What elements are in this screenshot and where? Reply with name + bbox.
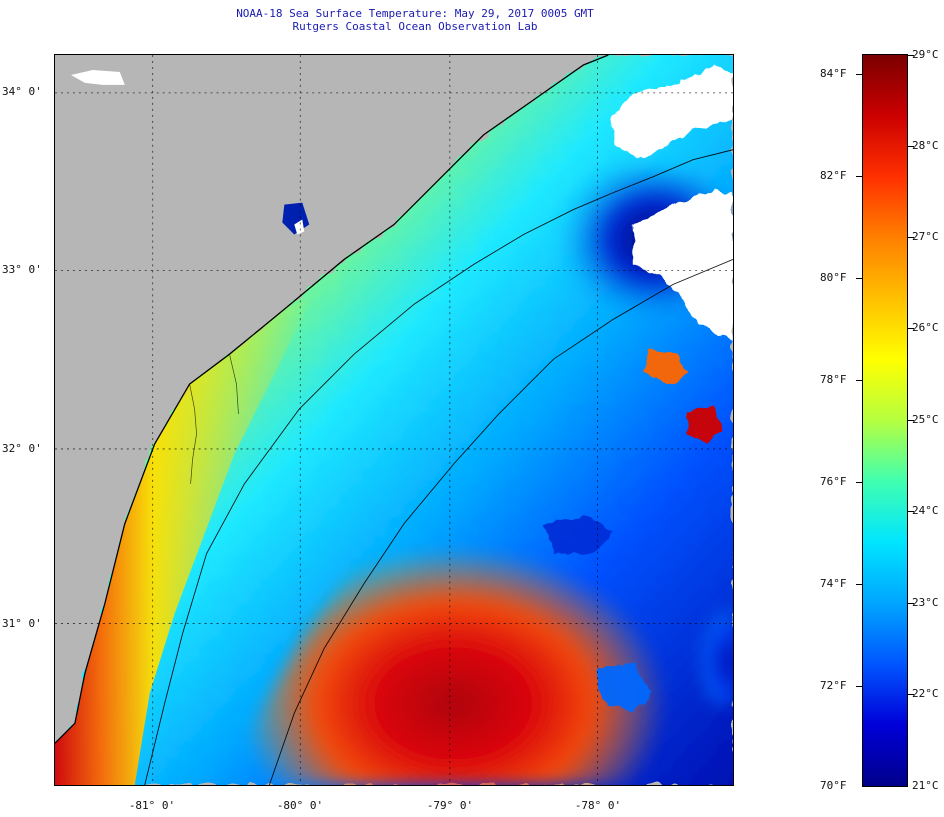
longitude-label-79: -79° 0' <box>426 799 474 812</box>
celsius-label-21: 21°C <box>912 779 939 792</box>
c-tick-27 <box>908 237 914 238</box>
longitude-label-81: -81° 0' <box>128 799 176 812</box>
f-tick-80 <box>856 278 862 279</box>
cloud-north <box>613 64 733 159</box>
fahrenheit-label-82: 82°F <box>820 169 847 182</box>
fahrenheit-label-70: 70°F <box>820 779 847 792</box>
c-tick-23 <box>908 603 914 604</box>
celsius-label-29: 29°C <box>912 48 939 61</box>
small-cloud-inland <box>294 219 305 235</box>
temperature-colorbar <box>862 54 908 787</box>
f-tick-72 <box>856 686 862 687</box>
warm-patch-1 <box>645 349 689 385</box>
f-tick-78 <box>856 380 862 381</box>
fahrenheit-label-80: 80°F <box>820 271 847 284</box>
longitude-label-80: -80° 0' <box>276 799 324 812</box>
fahrenheit-label-84: 84°F <box>820 67 847 80</box>
title-line-1: NOAA-18 Sea Surface Temperature: May 29,… <box>236 7 594 20</box>
celsius-label-28: 28°C <box>912 139 939 152</box>
f-tick-82 <box>856 176 862 177</box>
c-tick-25 <box>908 420 914 421</box>
f-tick-74 <box>856 584 862 585</box>
celsius-label-24: 24°C <box>912 504 939 517</box>
latitude-label-32: 32° 0' <box>2 442 42 455</box>
f-tick-76 <box>856 482 862 483</box>
latitude-label-33: 33° 0' <box>2 263 42 276</box>
celsius-label-22: 22°C <box>912 687 939 700</box>
celsius-label-25: 25°C <box>912 413 939 426</box>
celsius-label-26: 26°C <box>912 321 939 334</box>
latitude-label-31: 31° 0' <box>2 617 42 630</box>
colorbar-gradient <box>863 55 907 786</box>
coastal-warm-band <box>55 294 315 785</box>
celsius-label-23: 23°C <box>912 596 939 609</box>
f-tick-84 <box>856 74 862 75</box>
fahrenheit-label-76: 76°F <box>820 475 847 488</box>
fahrenheit-label-78: 78°F <box>820 373 847 386</box>
longitude-label-78: -78° 0' <box>574 799 622 812</box>
small-cloud-top-left <box>70 69 125 85</box>
isobath-shelf-edge <box>268 259 733 785</box>
c-tick-22 <box>908 694 914 695</box>
cool-water-southeast <box>613 473 733 704</box>
c-tick-28 <box>908 146 914 147</box>
cloud-east-edge <box>698 269 733 325</box>
sea-surface-temperature-map <box>54 54 734 786</box>
c-tick-26 <box>908 328 914 329</box>
c-tick-29 <box>908 55 914 56</box>
colorbar-svg <box>863 55 907 786</box>
latitude-label-34: 34° 0' <box>2 85 42 98</box>
isobath-inner <box>144 149 733 785</box>
cool-patch-2 <box>598 663 654 714</box>
estuary-line-2 <box>229 354 239 415</box>
celsius-label-27: 27°C <box>912 230 939 243</box>
cool-patch-1 <box>543 515 614 554</box>
c-tick-24 <box>908 511 914 512</box>
fahrenheit-label-74: 74°F <box>820 577 847 590</box>
coastline <box>55 55 609 744</box>
sst-map-svg <box>55 55 733 785</box>
title-line-2: Rutgers Coastal Ocean Observation Lab <box>292 20 538 33</box>
estuary-line-1 <box>189 384 197 484</box>
fahrenheit-label-72: 72°F <box>820 679 847 692</box>
warm-patch-2 <box>688 406 724 444</box>
